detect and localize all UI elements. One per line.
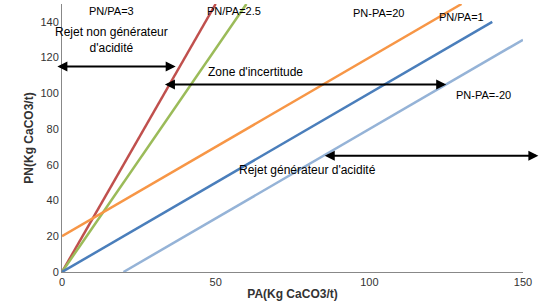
svg-text:0: 0 [59, 276, 65, 288]
svg-text:80: 80 [47, 123, 59, 135]
svg-text:PN/PA=3: PN/PA=3 [89, 5, 134, 17]
svg-text:PN-PA=20: PN-PA=20 [353, 7, 404, 19]
svg-text:0: 0 [53, 266, 59, 278]
svg-text:150: 150 [514, 276, 532, 288]
svg-text:20: 20 [47, 230, 59, 242]
svg-text:60: 60 [47, 159, 59, 171]
svg-text:PA(Kg CaCO3/t): PA(Kg CaCO3/t) [247, 287, 337, 301]
svg-text:100: 100 [360, 276, 378, 288]
svg-text:50: 50 [210, 276, 222, 288]
svg-text:PN-PA=-20: PN-PA=-20 [456, 89, 511, 101]
svg-text:PN/PA=2.5: PN/PA=2.5 [207, 5, 261, 17]
svg-text:Rejet non générateurd'acidité: Rejet non générateurd'acidité [55, 25, 168, 55]
svg-text:120: 120 [40, 51, 58, 63]
svg-text:40: 40 [47, 194, 59, 206]
svg-text:PN(Kg CaCO3/t): PN(Kg CaCO3/t) [22, 92, 36, 183]
svg-text:140: 140 [40, 16, 58, 28]
svg-text:PN/PA=1: PN/PA=1 [439, 11, 484, 23]
svg-text:Zone d'incertitude: Zone d'incertitude [208, 65, 303, 79]
svg-text:Rejet générateur d'acidité: Rejet générateur d'acidité [239, 163, 376, 177]
svg-text:100: 100 [40, 87, 58, 99]
